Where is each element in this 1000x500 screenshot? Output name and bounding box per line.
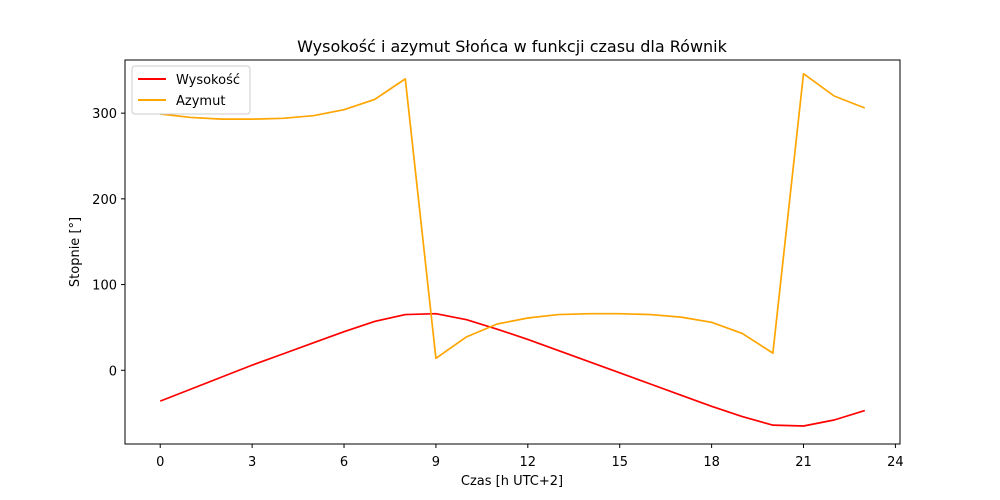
series-layer — [159, 72, 866, 427]
x-axis: 0 3 6 9 12 15 18 21 24 — [156, 444, 904, 470]
x-tick-label: 6 — [340, 455, 348, 470]
y-tick-label: 300 — [92, 107, 117, 122]
y-tick-label: 0 — [109, 364, 117, 379]
legend: Wysokość Azymut — [131, 65, 251, 115]
x-tick-label: 21 — [795, 455, 812, 470]
plot-frame — [124, 59, 901, 445]
x-tick-label: 9 — [432, 455, 440, 470]
x-tick-label: 24 — [887, 455, 904, 470]
series-line-wysokosc — [159, 312, 866, 427]
x-tick-label: 3 — [248, 455, 256, 470]
x-tick-label: 15 — [611, 455, 628, 470]
x-tick-label: 12 — [520, 455, 537, 470]
y-tick-label: 100 — [92, 279, 117, 294]
y-axis: 0 100 200 300 — [92, 107, 125, 379]
legend-label-wysokosc: Wysokość — [176, 73, 240, 88]
x-tick-label: 0 — [156, 455, 164, 470]
y-tick-label: 200 — [92, 193, 117, 208]
chart-title: Wysokość i azymut Słońca w funkcji czasu… — [297, 37, 727, 56]
legend-label-azymut: Azymut — [176, 94, 225, 109]
series-line-azymut — [160, 72, 866, 360]
x-tick-label: 18 — [703, 455, 720, 470]
x-axis-label: Czas [h UTC+2] — [461, 474, 563, 489]
y-axis-label: Stopnie [°] — [68, 217, 83, 287]
